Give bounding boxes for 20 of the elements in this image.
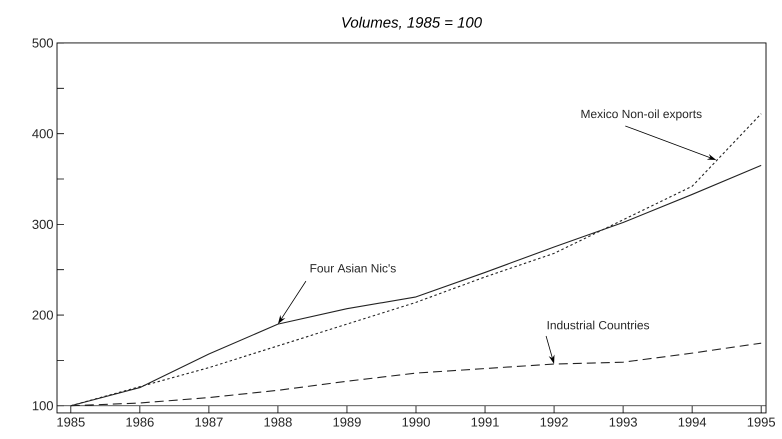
annotation: Four Asian Nic's <box>310 264 396 272</box>
x-tick-label: 1993 <box>610 418 637 427</box>
y-tick-label: 300 <box>32 220 53 229</box>
x-tick-label: 1988 <box>264 418 292 427</box>
annotation: Industrial Countries <box>548 320 650 330</box>
annotation: Mexico Non-oil exports <box>581 109 702 121</box>
y-tick-label: 100 <box>32 401 53 410</box>
y-tick-label: 400 <box>32 129 53 138</box>
x-tick-label: 1986 <box>126 418 154 427</box>
x-tick-label: 1995 <box>748 418 776 427</box>
x-tick-label: 1989 <box>334 418 361 427</box>
x-tick-label: 1985 <box>57 418 85 427</box>
x-tick-label: 1992 <box>540 418 568 427</box>
x-tick-label: 1994 <box>678 418 706 427</box>
x-tick-label: 1987 <box>195 418 223 427</box>
chart-title: Volumes, 1985 = 100 <box>342 16 482 30</box>
y-tick-label: 200 <box>32 310 53 320</box>
x-tick-label: 1991 <box>472 418 499 427</box>
y-tick-label: 500 <box>32 38 53 48</box>
x-tick-label: 1990 <box>402 418 430 427</box>
